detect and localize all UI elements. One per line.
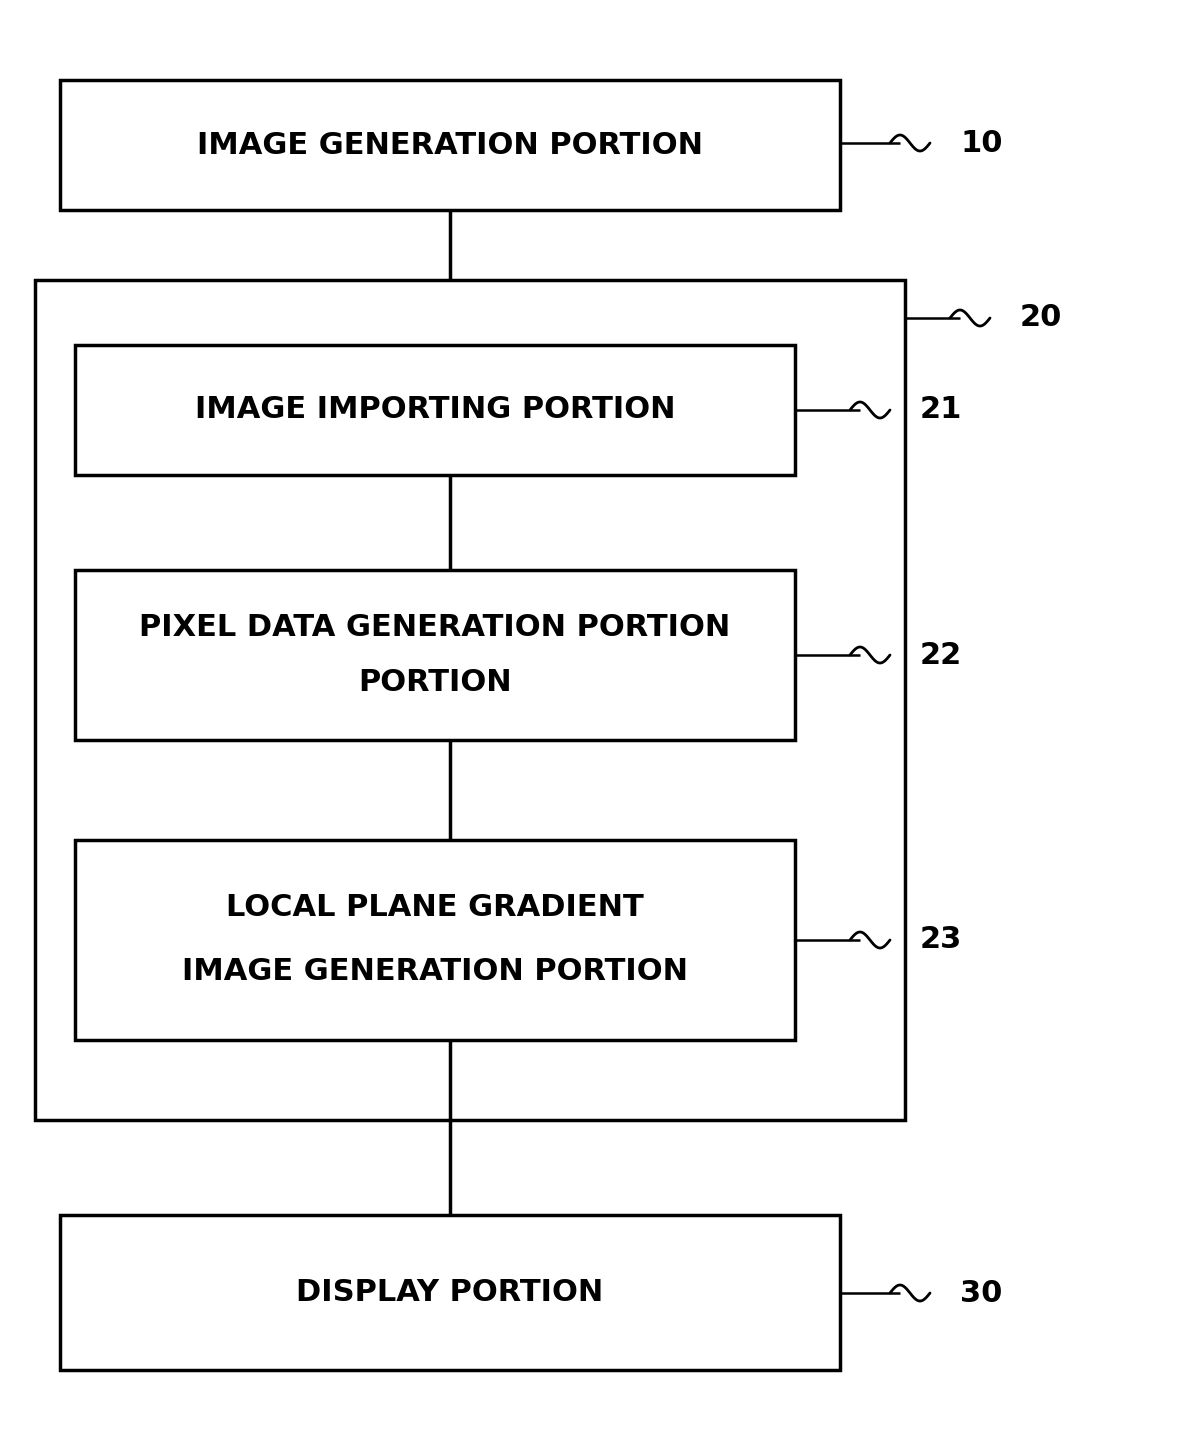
Bar	[75, 345, 795, 475]
Text: 20: 20	[1020, 303, 1063, 332]
Text: 10: 10	[959, 129, 1002, 158]
Text: 21: 21	[920, 396, 962, 425]
Bar	[60, 1215, 840, 1370]
Text: IMAGE IMPORTING PORTION: IMAGE IMPORTING PORTION	[195, 396, 675, 425]
Bar	[60, 79, 840, 210]
Text: PIXEL DATA GENERATION PORTION: PIXEL DATA GENERATION PORTION	[140, 613, 731, 642]
Bar	[75, 569, 795, 740]
Text: 23: 23	[920, 925, 962, 955]
Text: DISPLAY PORTION: DISPLAY PORTION	[296, 1277, 604, 1306]
Text: LOCAL PLANE GRADIENT: LOCAL PLANE GRADIENT	[227, 893, 644, 922]
Bar	[36, 280, 905, 1120]
Bar	[75, 840, 795, 1040]
Text: 30: 30	[959, 1279, 1002, 1308]
Text: IMAGE GENERATION PORTION: IMAGE GENERATION PORTION	[181, 958, 688, 987]
Text: IMAGE GENERATION PORTION: IMAGE GENERATION PORTION	[197, 130, 703, 159]
Text: PORTION: PORTION	[358, 668, 512, 696]
Text: 22: 22	[920, 640, 962, 669]
